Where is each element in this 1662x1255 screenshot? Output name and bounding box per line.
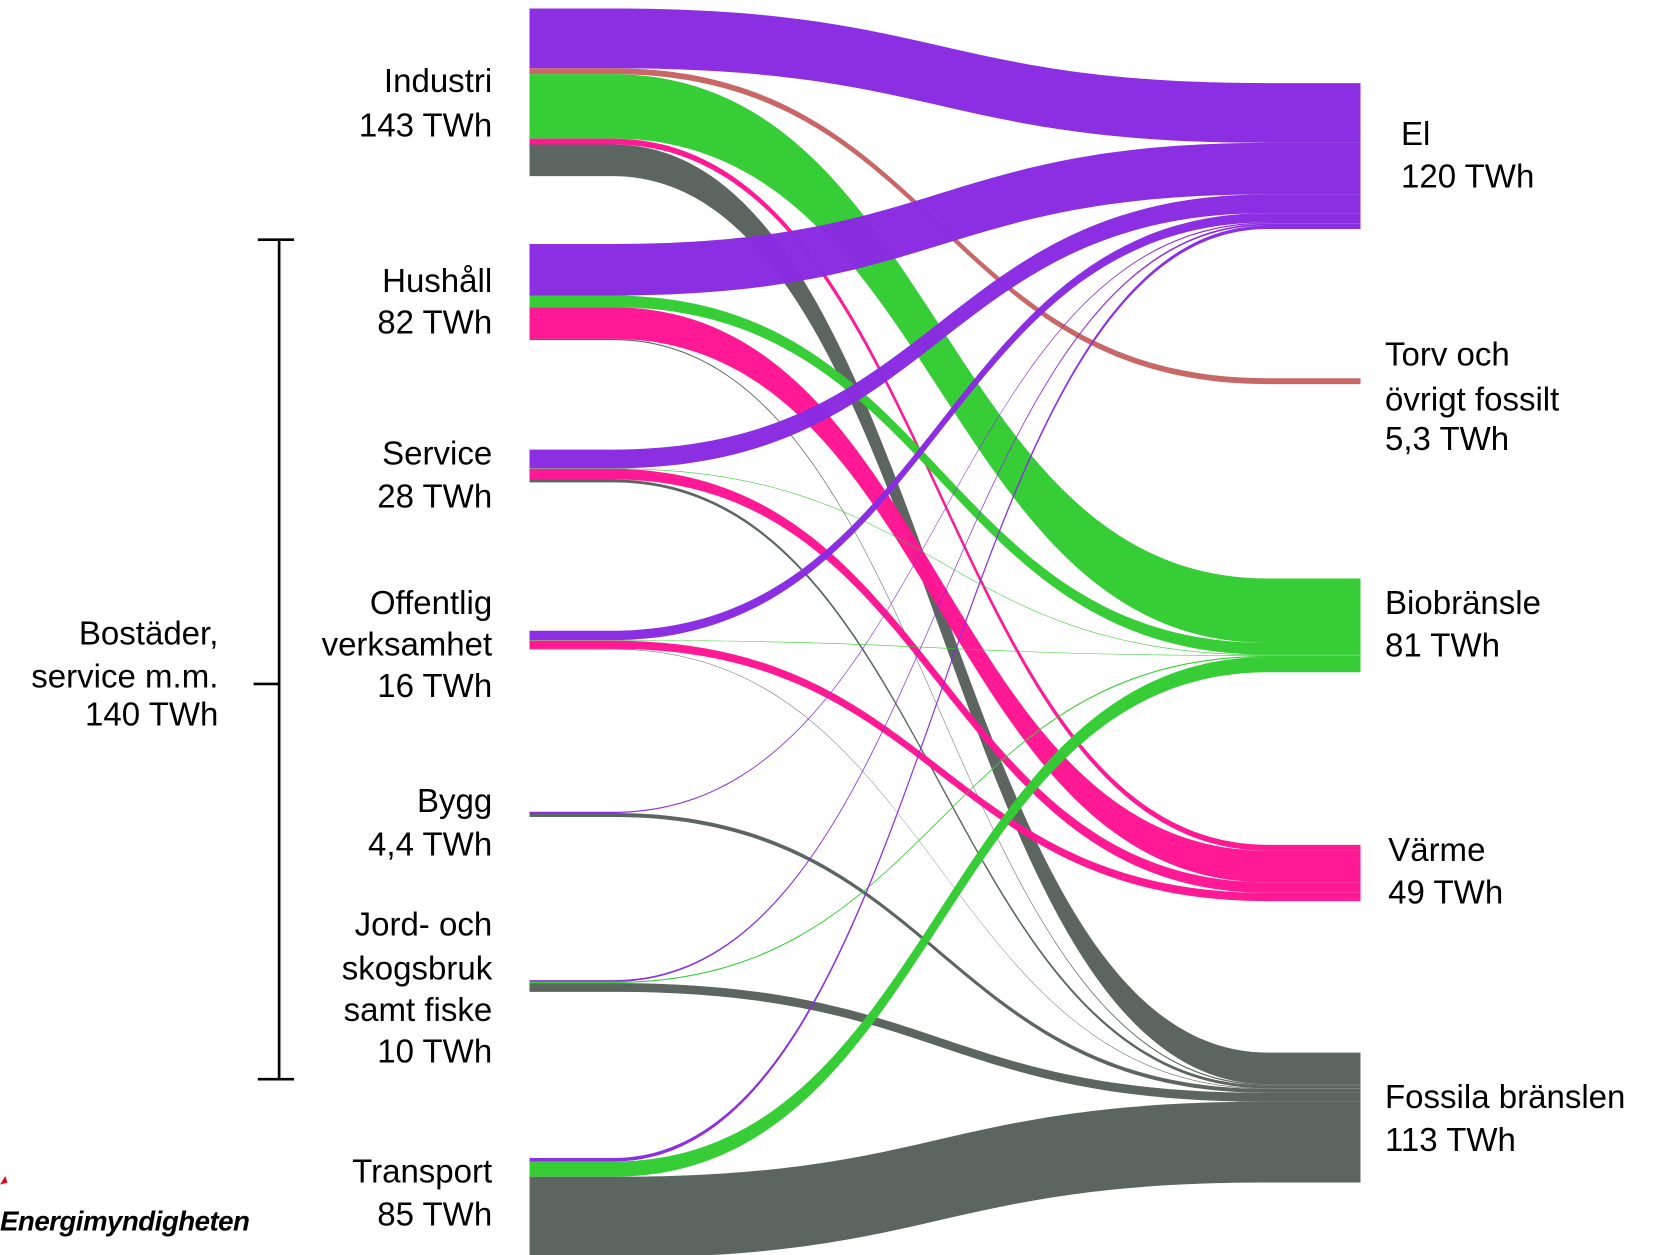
- link: [529, 74, 1361, 643]
- group-bracket: [253, 238, 295, 1081]
- group-label: Bostäder,: [79, 615, 219, 652]
- node-value-label: 5,3 TWh: [1385, 420, 1509, 457]
- node-label: övrigt fossilt: [1385, 380, 1559, 417]
- link: [529, 983, 1361, 1102]
- node-value-label: 143 TWh: [359, 107, 492, 144]
- link: [529, 1101, 1361, 1255]
- link: [529, 657, 1361, 1177]
- node-value-label: 82 TWh: [377, 304, 492, 341]
- link: [529, 194, 1361, 469]
- node-label: Transport: [352, 1153, 492, 1190]
- node-value-label: 16 TWh: [377, 667, 492, 704]
- node-label: verksamhet: [322, 625, 493, 662]
- link: [529, 142, 1361, 296]
- node-label: Jord- och: [355, 906, 493, 943]
- link: [529, 8, 1361, 143]
- node-value-label: 81 TWh: [1385, 626, 1500, 663]
- node-value-label: 49 TWh: [1388, 874, 1503, 911]
- node-value-label: 120 TWh: [1401, 158, 1534, 195]
- node-value-label: 10 TWh: [377, 1032, 492, 1069]
- link: [529, 295, 1361, 655]
- link: [529, 307, 1361, 883]
- node-label: Biobränsle: [1385, 584, 1541, 621]
- links: [529, 8, 1361, 1255]
- node-label: Industri: [384, 62, 492, 99]
- node-label: Offentlig: [370, 584, 492, 621]
- node-label: Torv och: [1385, 336, 1510, 373]
- node-label: Service: [382, 435, 492, 472]
- node-label: Hushåll: [382, 262, 492, 299]
- group-label: 140 TWh: [85, 696, 218, 733]
- node-value-label: 85 TWh: [377, 1195, 492, 1232]
- node-label: Fossila bränslen: [1385, 1078, 1625, 1115]
- node-value-label: 28 TWh: [377, 477, 492, 514]
- link: [529, 479, 1361, 1089]
- node-label: Värme: [1388, 831, 1485, 868]
- logo-mark: [0, 1176, 8, 1185]
- node-value-label: 113 TWh: [1385, 1121, 1516, 1158]
- node-value-label: 4,4 TWh: [368, 826, 492, 863]
- logo-text: Energimyndigheten: [0, 1205, 249, 1236]
- link: [529, 640, 1361, 656]
- link: [529, 655, 1361, 984]
- node-label: Bygg: [417, 782, 492, 819]
- group-label: service m.m.: [31, 657, 218, 694]
- node-label: skogsbruk: [342, 949, 493, 986]
- link: [529, 640, 1361, 902]
- node-label: samt fiske: [344, 991, 493, 1028]
- node-label: El: [1401, 115, 1430, 152]
